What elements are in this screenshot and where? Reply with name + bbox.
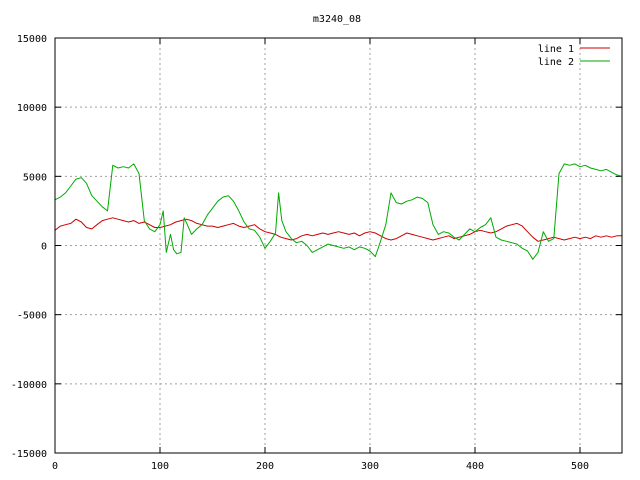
y-tick-label: -10000 bbox=[11, 380, 47, 391]
x-tick-label: 100 bbox=[151, 461, 169, 472]
grid-lines bbox=[55, 38, 622, 453]
plot-border bbox=[54, 37, 623, 454]
legend-label-line-1: line 1 bbox=[538, 44, 574, 55]
y-tick-label: 10000 bbox=[17, 103, 47, 114]
y-tick-label: 0 bbox=[41, 242, 47, 253]
series-line-1 bbox=[54, 217, 622, 242]
x-tick-label: 0 bbox=[52, 461, 58, 472]
x-tick-label: 500 bbox=[571, 461, 589, 472]
x-tick-label: 400 bbox=[466, 461, 484, 472]
axis-ticks: 0 100 200 300 400 500 -15000 -10000 -5000 0 5000 10… bbox=[11, 34, 622, 472]
x-tick-label: 200 bbox=[256, 461, 274, 472]
x-tick-label: 300 bbox=[361, 461, 379, 472]
y-tick-label: 5000 bbox=[23, 172, 47, 183]
y-tick-label: -5000 bbox=[17, 311, 47, 322]
y-tick-label: 15000 bbox=[17, 34, 47, 45]
legend: line 1 line 2 bbox=[538, 44, 610, 68]
series-layer bbox=[54, 163, 623, 260]
y-tick-label: -15000 bbox=[11, 449, 47, 460]
series-line-2 bbox=[54, 163, 623, 260]
chart-title: m3240_08 bbox=[313, 14, 361, 25]
legend-label-line-2: line 2 bbox=[538, 57, 574, 68]
